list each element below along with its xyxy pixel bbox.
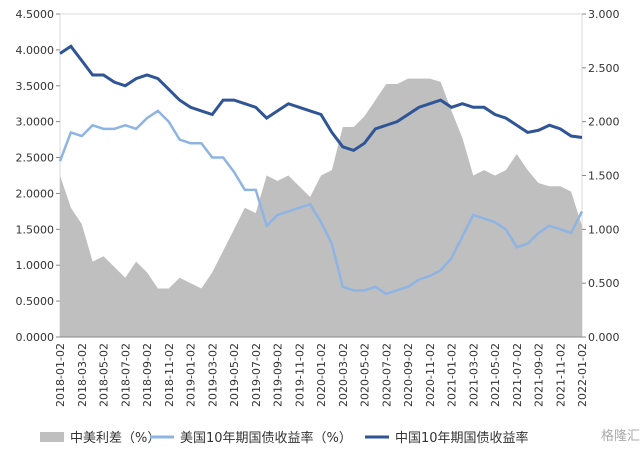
x-tick-label: 2019-09-02	[272, 343, 285, 407]
y2-tick-label: 0.500	[588, 277, 620, 290]
y2-tick-label: 3.000	[588, 8, 620, 21]
x-tick-label: 2020-07-02	[380, 343, 393, 407]
line	[59, 44, 583, 153]
y2-tick-label: 1.000	[588, 223, 620, 236]
x-tick-label: 2019-03-02	[206, 343, 219, 407]
legend-label: 中美利差（%）	[70, 431, 160, 446]
y-tick-label: 0.0000	[16, 331, 55, 344]
y2-tick-label: 1.500	[588, 170, 620, 183]
x-tick-label: 2020-11-02	[424, 343, 437, 407]
watermark: 格隆汇	[601, 428, 640, 444]
y-tick-label: 1.5000	[16, 223, 55, 236]
line	[58, 109, 584, 296]
x-tick-label: 2018-09-02	[141, 343, 154, 407]
y2-tick-label: 0.000	[588, 331, 620, 344]
y-tick-label: 2.0000	[16, 187, 55, 200]
x-tick-label: 2018-03-02	[76, 343, 89, 407]
x-tick-label: 2018-11-02	[163, 343, 176, 407]
y-tick-label: 3.0000	[16, 116, 55, 129]
y-tick-label: 1.0000	[16, 259, 55, 272]
x-tick-label: 2022-01-02	[576, 343, 589, 407]
x-tick-label: 2021-01-02	[446, 343, 459, 407]
x-tick-label: 2018-01-02	[54, 343, 67, 407]
legend-label: 美国10年期国债收益率（%）	[180, 430, 352, 446]
y-tick-label: 2.5000	[16, 152, 55, 165]
x-tick-label: 2020-05-02	[359, 343, 372, 407]
x-tick-label: 2019-07-02	[250, 343, 263, 407]
x-tick-label: 2020-01-02	[315, 343, 328, 407]
y-tick-label: 3.5000	[16, 80, 55, 93]
x-tick-label: 2019-01-02	[185, 343, 198, 407]
x-tick-label: 2018-07-02	[119, 343, 132, 407]
x-tick-label: 2021-05-02	[489, 343, 502, 407]
y-tick-label: 4.5000	[16, 8, 55, 21]
x-tick-label: 2021-09-02	[533, 343, 546, 407]
area	[60, 78, 582, 337]
x-tick-label: 2021-03-02	[467, 343, 480, 407]
y2-tick-label: 2.000	[588, 116, 620, 129]
x-tick-label: 2020-09-02	[402, 343, 415, 407]
x-tick-label: 2021-11-02	[554, 343, 567, 407]
y-tick-label: 0.5000	[16, 295, 55, 308]
y-tick-label: 4.0000	[16, 44, 55, 57]
x-tick-label: 2020-03-02	[337, 343, 350, 407]
x-tick-label: 2019-11-02	[293, 343, 306, 407]
legend-swatch	[40, 432, 64, 442]
x-tick-label: 2018-05-02	[98, 343, 111, 407]
x-tick-label: 2021-07-02	[511, 343, 524, 407]
y2-tick-label: 2.500	[588, 62, 620, 75]
x-tick-label: 2019-05-02	[228, 343, 241, 407]
legend-label: 中国10年期国债收益率	[395, 430, 529, 446]
